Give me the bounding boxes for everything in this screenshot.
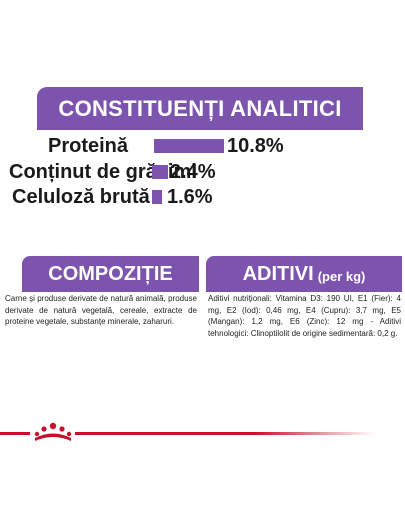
composition-text: Carne și produse derivate de natură anim… <box>5 294 197 326</box>
analytical-title: CONSTITUENȚI ANALITICI <box>58 95 342 121</box>
composition-header: COMPOZIȚIE <box>22 256 199 292</box>
footer-line-right <box>75 432 375 435</box>
additives-header: ADITIVI (per kg) <box>206 256 402 292</box>
footer-line-left <box>0 432 30 435</box>
nutrient-label: Proteină <box>48 135 129 157</box>
additives-text: Aditivi nutriționali: Vitamina D3: 190 U… <box>208 294 401 338</box>
composition-title: COMPOZIȚIE <box>48 262 173 285</box>
royal-canin-crown-icon <box>34 422 72 441</box>
nutrient-value: 2.4% <box>170 161 216 183</box>
nutrient-bar <box>154 139 224 153</box>
nutrient-bar <box>152 165 168 179</box>
additives-title: ADITIVI <box>242 262 314 285</box>
nutrient-label: Celuloză brută <box>12 186 150 208</box>
nutrient-value: 10.8% <box>227 135 284 157</box>
nutrient-row-fat: Conținut de grăsimi 2.4% <box>0 160 405 184</box>
nutrient-value: 1.6% <box>167 186 213 208</box>
nutrient-bar <box>152 190 162 204</box>
nutrient-label: Conținut de grăsimi <box>9 161 197 183</box>
additives-title-wrap: ADITIVI (per kg) <box>206 256 402 292</box>
additives-unit: (per kg) <box>317 268 366 284</box>
nutrient-row-protein: Proteină 10.8% <box>0 134 405 158</box>
nutrient-row-fiber: Celuloză brută 1.6% <box>0 185 405 209</box>
analytical-header: CONSTITUENȚI ANALITICI <box>37 87 363 130</box>
